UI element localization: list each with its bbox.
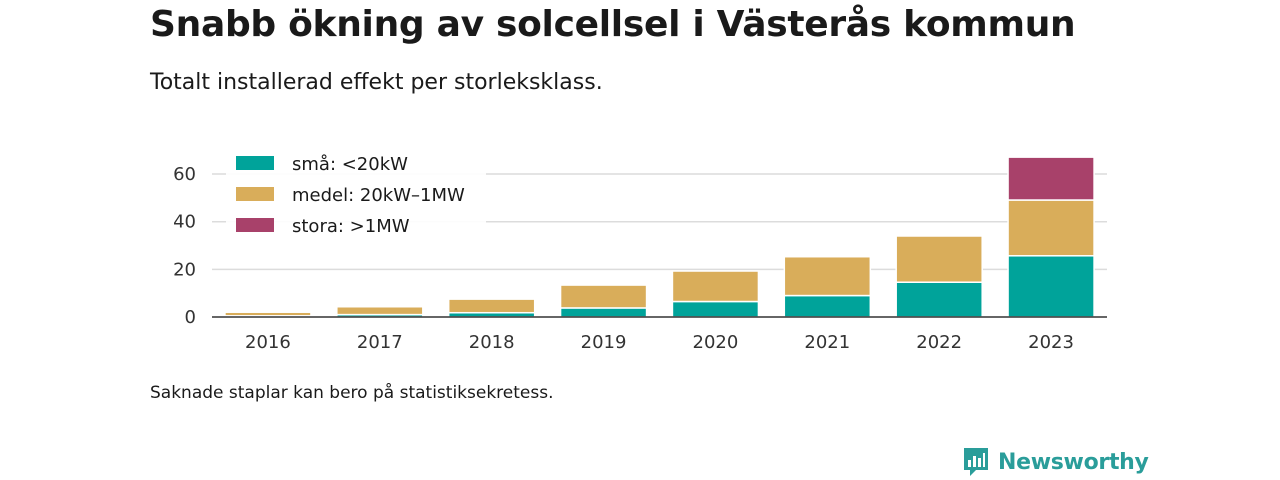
x-tick-label: 2019 [581, 332, 627, 353]
chart-title: Snabb ökning av solcellsel i Västerås ko… [150, 4, 1076, 45]
legend-swatch [236, 218, 274, 232]
x-tick-label: 2016 [245, 332, 291, 353]
y-tick-label: 40 [173, 212, 196, 233]
footnote: Saknade staplar kan bero på statistiksek… [150, 383, 554, 403]
bar-segment [895, 281, 983, 318]
bar-segment [783, 255, 872, 297]
bar-segment [1007, 156, 1095, 201]
newsworthy-logo-icon [964, 448, 988, 476]
bar-segment [1007, 255, 1095, 318]
x-axis-ticks: 2016 2017 2018 2019 2020 2021 2022 2023 [245, 332, 1074, 353]
x-tick-label: 2021 [804, 332, 850, 353]
bar-segment [224, 311, 312, 317]
x-tick-label: 2022 [916, 332, 962, 353]
bar-segment [895, 235, 983, 283]
bar-segment [671, 300, 760, 318]
bar-segment [1007, 199, 1095, 257]
brand-logo: Newsworthy [962, 446, 1149, 478]
legend-label: medel: 20kW–1MW [292, 185, 465, 206]
legend: små: <20kW medel: 20kW–1MW stora: >1MW [226, 148, 486, 240]
chart-subtitle: Totalt installerad effekt per storlekskl… [150, 70, 603, 95]
x-tick-label: 2020 [693, 332, 739, 353]
legend-swatch [236, 156, 274, 170]
bar-segment [783, 294, 872, 318]
bars [224, 156, 1095, 318]
x-tick-label: 2018 [469, 332, 515, 353]
bar-segment [559, 307, 648, 318]
legend-swatch [236, 187, 274, 201]
legend-label: små: <20kW [292, 154, 408, 175]
y-tick-label: 0 [185, 307, 196, 328]
x-tick-label: 2023 [1028, 332, 1074, 353]
bar-segment [447, 298, 536, 314]
legend-label: stora: >1MW [292, 216, 410, 237]
bar-segment [671, 270, 760, 303]
bar-segment [336, 306, 424, 316]
y-axis-ticks: 0 20 40 60 [173, 164, 196, 328]
brand-name: Newsworthy [998, 449, 1149, 475]
y-tick-label: 20 [173, 259, 196, 280]
x-tick-label: 2017 [357, 332, 403, 353]
bar-segment [559, 284, 648, 309]
y-tick-label: 60 [173, 164, 196, 185]
